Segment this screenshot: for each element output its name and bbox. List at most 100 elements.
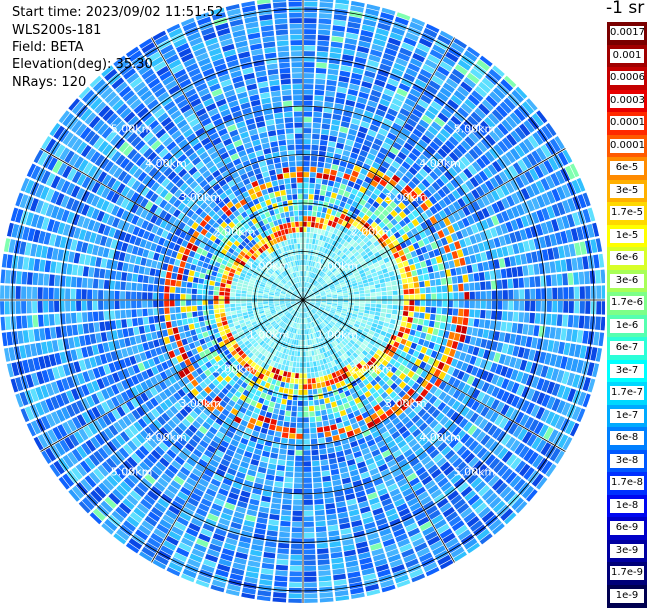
scan-cell bbox=[519, 301, 524, 311]
scan-cell bbox=[437, 293, 442, 299]
scan-cell bbox=[558, 287, 563, 299]
scan-cell bbox=[55, 314, 61, 325]
scan-cell bbox=[475, 291, 480, 299]
scan-cell bbox=[165, 315, 171, 322]
scan-cell bbox=[459, 301, 464, 308]
scan-cell bbox=[431, 287, 436, 293]
scan-cell bbox=[295, 373, 299, 378]
scan-cell bbox=[552, 288, 557, 299]
scan-cell bbox=[311, 156, 318, 161]
scan-cell bbox=[304, 95, 313, 100]
scan-cell bbox=[104, 301, 109, 310]
scan-cell bbox=[354, 297, 359, 300]
scan-cell bbox=[307, 227, 311, 232]
scan-cell bbox=[181, 294, 186, 299]
scan-cell bbox=[310, 422, 316, 427]
scan-cell bbox=[442, 286, 447, 293]
scan-cell bbox=[316, 422, 322, 428]
scan-cell bbox=[413, 276, 419, 282]
scan-cell bbox=[310, 417, 316, 422]
scan-cell bbox=[98, 311, 104, 320]
scan-cell bbox=[423, 320, 429, 326]
scan-cell bbox=[453, 284, 459, 291]
scan-cell bbox=[282, 499, 291, 505]
scan-cell bbox=[573, 272, 579, 285]
scan-cell bbox=[365, 293, 370, 296]
scan-cell bbox=[321, 410, 327, 416]
scan-cell bbox=[315, 411, 321, 417]
scan-cell bbox=[479, 272, 485, 281]
scan-cell bbox=[508, 312, 514, 322]
scan-cell bbox=[275, 570, 288, 576]
scan-cell bbox=[524, 277, 530, 287]
scan-cell bbox=[294, 483, 302, 488]
scan-cell bbox=[313, 200, 318, 205]
scan-cell bbox=[463, 275, 469, 283]
scan-cell bbox=[397, 285, 402, 290]
scan-cell bbox=[318, 559, 330, 565]
scan-cell bbox=[304, 417, 309, 422]
scan-cell bbox=[407, 317, 413, 323]
scan-cell bbox=[420, 294, 425, 299]
scan-cell bbox=[318, 30, 330, 36]
scan-cell bbox=[514, 290, 519, 300]
scan-cell bbox=[425, 313, 431, 319]
scan-cell bbox=[558, 301, 563, 313]
scan-cell bbox=[131, 309, 136, 317]
scan-cell bbox=[241, 300, 246, 303]
scan-cells bbox=[0, 0, 605, 604]
scan-cell bbox=[307, 362, 310, 367]
scan-cell bbox=[170, 307, 175, 313]
scan-cell bbox=[230, 304, 235, 308]
scan-cell bbox=[426, 301, 431, 307]
scan-cell bbox=[276, 559, 288, 565]
scan-cell bbox=[360, 303, 365, 306]
scan-cell bbox=[431, 294, 436, 300]
scan-cell bbox=[415, 300, 420, 305]
scan-cell bbox=[431, 307, 436, 313]
scan-cell bbox=[308, 205, 312, 210]
scan-cell bbox=[392, 286, 397, 291]
scan-cell bbox=[393, 305, 398, 309]
scan-cell bbox=[313, 117, 321, 123]
scan-cell bbox=[289, 384, 293, 389]
scan-cell bbox=[181, 307, 186, 313]
scan-cell bbox=[225, 304, 230, 308]
scan-cell bbox=[513, 312, 519, 322]
scan-cell bbox=[317, 41, 329, 47]
scan-cell bbox=[296, 450, 303, 455]
scan-cell bbox=[315, 505, 325, 511]
scan-cell bbox=[404, 289, 409, 294]
scan-cell bbox=[595, 317, 601, 331]
scan-cell bbox=[313, 112, 322, 118]
scan-cell bbox=[492, 291, 497, 300]
scan-cell bbox=[304, 51, 315, 56]
scan-cell bbox=[320, 404, 326, 410]
scan-cell bbox=[409, 300, 414, 305]
scan-cell bbox=[303, 189, 308, 194]
scan-cell bbox=[304, 472, 312, 477]
scan-cell bbox=[132, 318, 138, 326]
scan-cell bbox=[284, 483, 293, 489]
scan-cell bbox=[197, 306, 202, 311]
scan-cell bbox=[315, 510, 325, 516]
scan-cell bbox=[126, 291, 131, 299]
scan-cell bbox=[279, 410, 285, 416]
scan-cell bbox=[418, 319, 424, 325]
scan-cell bbox=[435, 279, 441, 286]
scan-cell bbox=[304, 511, 314, 516]
scan-cell bbox=[409, 295, 414, 300]
scan-cell bbox=[181, 313, 187, 319]
scan-cell bbox=[293, 505, 302, 510]
scan-cell bbox=[93, 290, 98, 299]
scan-cell bbox=[303, 395, 308, 400]
scan-cell bbox=[219, 305, 224, 309]
scan-cell bbox=[230, 300, 235, 303]
scan-cell bbox=[304, 566, 316, 571]
scan-cell bbox=[314, 195, 319, 201]
scan-cell bbox=[314, 101, 323, 107]
scan-cell bbox=[278, 543, 289, 549]
scan-cell bbox=[277, 465, 285, 471]
scan-cell bbox=[76, 301, 81, 311]
scan-cell bbox=[164, 293, 169, 299]
